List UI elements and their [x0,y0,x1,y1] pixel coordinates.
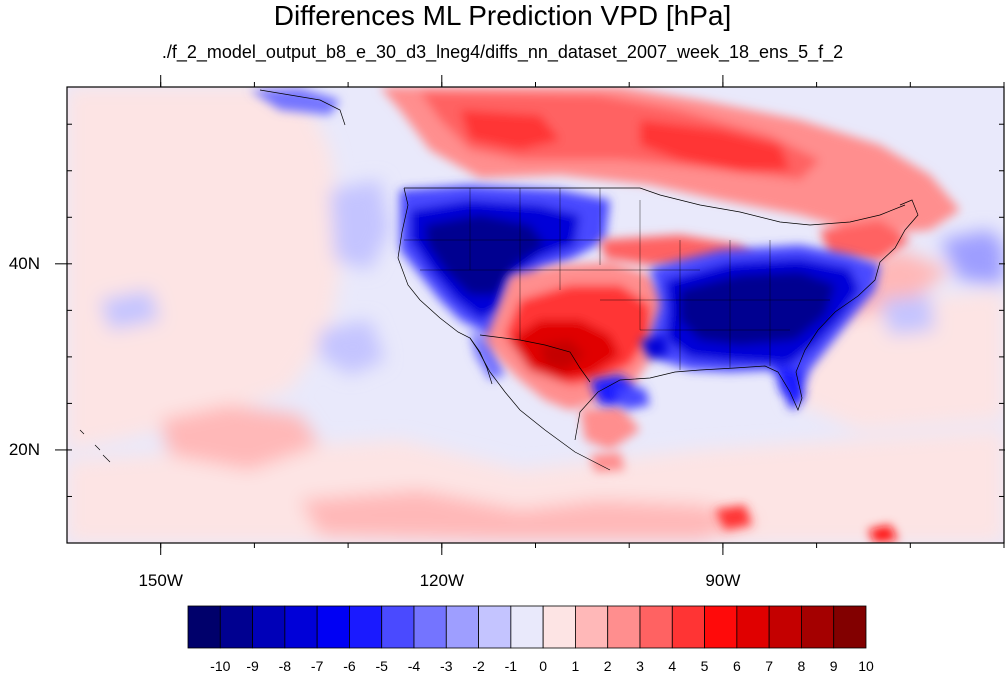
colorbar-label: 3 [636,658,644,674]
us-canada-border [404,187,906,226]
baja-coast [469,337,506,393]
blue-patch-pacific-3 [100,290,160,330]
chart-subtitle: ./f_2_model_output_b8_e_30_d3_lneg4/diff… [161,42,844,62]
colorbar-label: -1 [504,658,518,674]
light-pink-west-pacific [67,87,345,450]
blue-patch-pacific-1 [330,180,390,270]
southeast-blue-spot [640,335,668,360]
gulf-red [580,405,640,450]
lon-tick-label: 150W [138,571,183,590]
lon-tick-label: 120W [419,571,464,590]
colorbar-swatch [671,605,705,649]
eastern-us-cold-layer [590,245,880,410]
caribbean-red-2 [868,525,898,543]
colorbar-swatch [768,605,802,649]
gulf-coast [574,261,881,441]
colorbar-label: -10 [210,658,231,674]
canada-red-core [640,120,790,172]
colorbar-swatch [704,605,738,649]
colorbar-swatch [542,605,576,649]
colorbar-swatch [833,605,867,649]
baja-blue [470,330,505,380]
colorbar-label: -2 [472,658,485,674]
colorbar-swatch [252,605,286,649]
mexico-west-coast [504,391,611,471]
colorbar-swatch [510,605,544,649]
colorbar-swatch [736,605,770,649]
colorbar-label: -9 [246,658,259,674]
state-lines-1 [469,188,641,340]
colorbar-swatch [219,605,253,649]
gulf-blue [615,388,650,410]
east-coast-north [879,199,919,263]
pink-patch-south [300,490,760,540]
boundaries [79,89,919,471]
hawaii [79,429,111,463]
colorbar-label: 2 [603,658,612,674]
western-us-blue-core [425,215,545,295]
small-features [250,88,898,543]
lon-tick-label: 90W [705,571,741,590]
colorbar-swatch [284,605,318,649]
lat-tick-label: 40N [8,253,40,273]
plains-red-core-2 [540,340,585,370]
colorbar-label: 5 [700,658,709,674]
eastern-us-blue-core [680,272,835,345]
colorbar-swatch [381,605,415,649]
colorbar-swatch [801,605,835,649]
colorbar-label: -4 [407,658,421,674]
colorbar-swatch [478,605,512,649]
blue-patch-east-atlantic [940,230,1004,285]
colorbar-label: -6 [343,658,356,674]
light-pink-south [67,430,1004,543]
caribbean-red [715,505,752,530]
colorbar-label: 7 [765,658,774,674]
us-mexico-border [479,334,591,383]
western-us-cold-layer [400,185,610,380]
southern-plains-warm-layer [485,235,760,450]
colorbar-swatch [316,605,350,649]
colorbar-label: 8 [797,658,806,674]
canada-red-core-2 [460,110,560,150]
blue-patch-east-atlantic-2 [880,295,935,335]
colorbar-label: -8 [278,658,292,674]
colorbar-label: 6 [732,658,741,674]
colorbar-label: 4 [668,658,677,674]
blue-patch-pacific-2 [318,320,385,375]
alaska-coast [259,89,346,126]
colorbar-swatch [445,605,479,649]
state-lines-2 [404,239,830,370]
colorbar-label: 0 [539,658,548,674]
mexico-red-dots [590,452,625,472]
canada-warm-layer [380,87,960,260]
lat-tick-label: 20N [8,439,40,459]
colorbar-label: -5 [375,658,388,674]
colorbar-swatch [575,605,609,649]
colorbar-swatch [413,605,447,649]
colorbar-swatch [607,605,641,649]
colorbar-swatch [187,605,221,649]
colorbar-label: -3 [440,658,453,674]
axis-ticks [55,75,1005,555]
colorbar-label: 9 [829,658,838,674]
colorbar-label: 10 [858,658,874,674]
colorbar-swatch [639,605,673,649]
chart-title: Differences ML Prediction VPD [hPa] [273,0,732,31]
colorbar [187,605,867,649]
pink-patch-hawaii [160,405,320,470]
coastline-west [397,187,493,385]
northeast-red [820,220,910,260]
alaska-blue [250,88,340,115]
colorbar-swatch [349,605,383,649]
colorbar-label: 1 [571,658,580,674]
colorbar-label: -7 [310,658,324,674]
florida-blue [775,365,805,410]
